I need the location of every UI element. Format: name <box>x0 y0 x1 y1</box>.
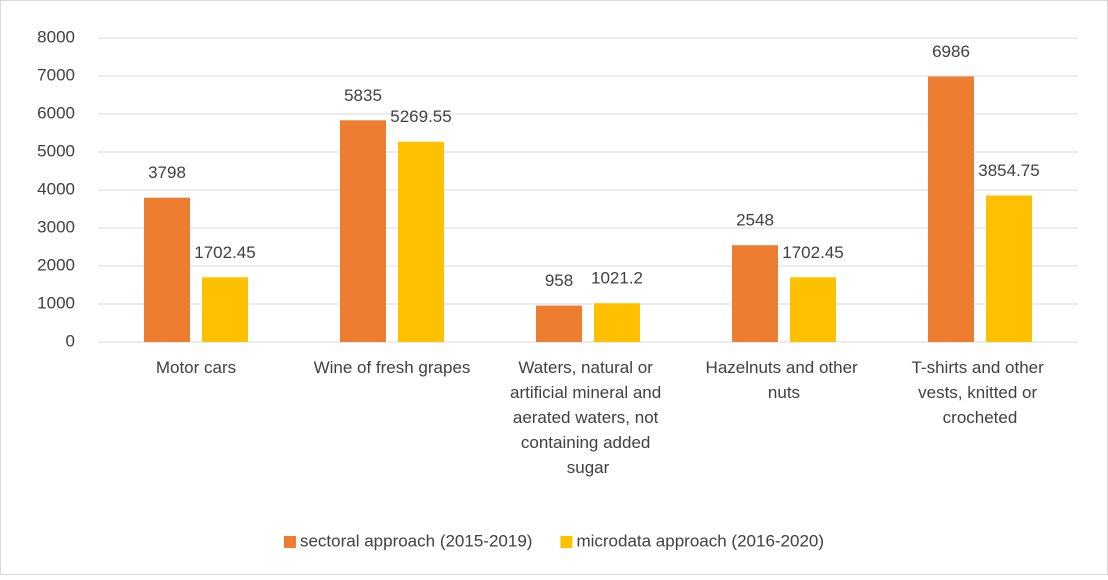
y-tick-label: 1000 <box>37 293 75 312</box>
y-tick-label: 2000 <box>37 255 75 274</box>
y-tick-label: 6000 <box>37 103 75 122</box>
x-tick-label: Motor cars <box>156 358 236 377</box>
data-label: 2548 <box>736 211 774 230</box>
legend-label: microdata approach (2016-2020) <box>576 531 824 550</box>
y-tick-label: 3000 <box>37 217 75 236</box>
data-label: 5835 <box>344 86 382 105</box>
bar <box>536 305 582 342</box>
bar <box>340 120 386 343</box>
data-label: 5269.55 <box>390 107 451 126</box>
bar <box>732 245 778 342</box>
bar <box>144 197 190 342</box>
data-label: 3854.75 <box>978 161 1039 180</box>
x-tick-label: Wine of fresh grapes <box>314 358 471 377</box>
data-label: 3798 <box>148 163 186 182</box>
legend-swatch <box>560 536 573 548</box>
y-tick-label: 8000 <box>37 27 75 46</box>
bar <box>790 277 836 342</box>
data-label: 6986 <box>932 42 970 61</box>
data-label: 958 <box>545 271 573 290</box>
legend-label: sectoral approach (2015-2019) <box>300 531 532 550</box>
y-tick-label: 4000 <box>37 179 75 198</box>
data-label: 1702.45 <box>782 243 843 262</box>
y-tick-label: 0 <box>66 331 75 350</box>
y-tick-label: 7000 <box>37 65 75 84</box>
bar <box>594 303 640 342</box>
x-tick-label: Waters, natural or artificial mineral an… <box>510 358 666 477</box>
legend-swatch <box>283 536 296 548</box>
data-label: 1702.45 <box>194 243 255 262</box>
bar <box>928 76 974 343</box>
bar <box>202 277 248 342</box>
y-tick-label: 5000 <box>37 141 75 160</box>
bar <box>398 141 444 342</box>
data-label: 1021.2 <box>591 269 643 288</box>
x-tick-label: T-shirts and other vests, knitted or cro… <box>911 358 1048 427</box>
x-tick-label: Hazelnuts and other nuts <box>706 358 863 402</box>
bar <box>986 195 1032 342</box>
